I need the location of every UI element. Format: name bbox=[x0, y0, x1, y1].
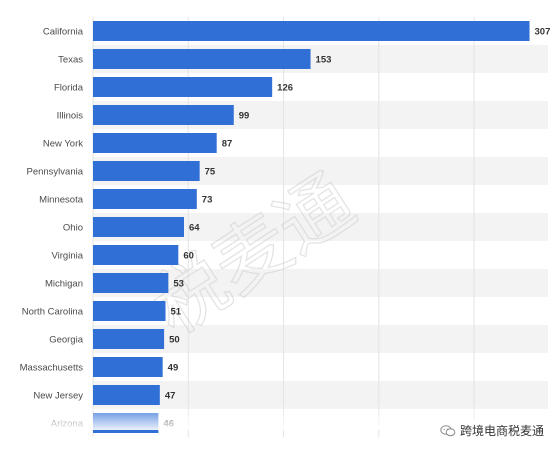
bar bbox=[93, 21, 530, 41]
value-label: 51 bbox=[171, 307, 182, 318]
value-label: 50 bbox=[169, 335, 180, 346]
row-stripes bbox=[93, 45, 548, 409]
row-stripe bbox=[93, 381, 548, 409]
bar bbox=[93, 217, 184, 237]
value-label: 47 bbox=[165, 391, 176, 402]
category-label: California bbox=[43, 27, 84, 38]
category-label: Illinois bbox=[57, 111, 84, 122]
source-text: 跨境电商税麦通 bbox=[459, 424, 544, 438]
category-label: North Carolina bbox=[22, 307, 84, 318]
row-stripe bbox=[93, 269, 548, 297]
wechat-icon bbox=[440, 424, 456, 436]
bar bbox=[93, 105, 234, 125]
category-label: New Jersey bbox=[33, 391, 83, 402]
category-label: Virginia bbox=[51, 251, 83, 262]
value-label: 126 bbox=[277, 83, 293, 94]
bar bbox=[93, 161, 200, 181]
value-label: 49 bbox=[168, 363, 179, 374]
category-label: Michigan bbox=[45, 279, 83, 290]
category-label: Ohio bbox=[63, 223, 83, 234]
category-label: Minnesota bbox=[39, 195, 84, 206]
bottom-fade bbox=[0, 407, 556, 430]
value-label: 60 bbox=[183, 251, 194, 262]
category-label: Massachusetts bbox=[20, 363, 84, 374]
bar bbox=[93, 329, 165, 349]
source-badge: 跨境电商税麦通 bbox=[435, 420, 548, 441]
bar bbox=[93, 273, 169, 293]
bar bbox=[93, 49, 311, 69]
value-label: 64 bbox=[189, 223, 200, 234]
value-label: 73 bbox=[202, 195, 213, 206]
value-label: 75 bbox=[205, 167, 216, 178]
category-label: Georgia bbox=[49, 335, 84, 346]
bar bbox=[93, 357, 163, 377]
category-labels: California Texas Florida Illinois New York Pe… bbox=[20, 27, 84, 430]
category-label: Pennsylvania bbox=[26, 167, 83, 178]
value-label: 153 bbox=[316, 55, 332, 66]
bars bbox=[93, 21, 530, 433]
category-label: New York bbox=[43, 139, 83, 150]
value-label: 307 bbox=[535, 27, 551, 38]
value-label: 53 bbox=[173, 279, 184, 290]
value-label: 87 bbox=[222, 139, 233, 150]
category-label: Florida bbox=[54, 83, 84, 94]
bar bbox=[93, 385, 160, 405]
bar bbox=[93, 77, 273, 97]
category-label: Texas bbox=[58, 55, 83, 66]
bar bbox=[93, 189, 197, 209]
value-label: 99 bbox=[239, 111, 250, 122]
bar bbox=[93, 301, 166, 321]
bar bbox=[93, 133, 217, 153]
row-stripe bbox=[93, 325, 548, 353]
bar bbox=[93, 245, 179, 265]
